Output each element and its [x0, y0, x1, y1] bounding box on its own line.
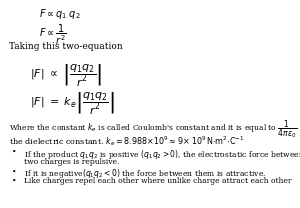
Text: $F \propto \dfrac{1}{r^2}$: $F \propto \dfrac{1}{r^2}$ [39, 22, 67, 47]
Text: the dielectric constant. $k_e = 8.988{\times}10^9 \approx 9{\times}\;10^9\,\math: the dielectric constant. $k_e = 8.988{\t… [9, 134, 244, 148]
Text: $|F|\;\propto\;\left|\dfrac{q_1 q_2}{r^2}\right|$: $|F|\;\propto\;\left|\dfrac{q_1 q_2}{r^2… [30, 62, 102, 88]
Text: $F \propto q_1\; q_2$: $F \propto q_1\; q_2$ [39, 7, 81, 21]
Text: •: • [12, 167, 16, 175]
Text: two charges is repulsive.: two charges is repulsive. [24, 158, 119, 166]
Text: $|F|\;=\;k_e\left|\dfrac{q_1 q_2}{r^2}\right|$: $|F|\;=\;k_e\left|\dfrac{q_1 q_2}{r^2}\r… [30, 90, 115, 116]
Text: Like charges repel each other where unlike charge attract each other: Like charges repel each other where unli… [24, 177, 292, 185]
Text: •: • [12, 177, 16, 185]
Text: •: • [12, 148, 16, 156]
Text: Where the constant $k_e$ is called Coulomb's constant and it is equal to $\dfrac: Where the constant $k_e$ is called Coulo… [9, 119, 300, 140]
Text: If the product $q_1q_2$ is positive $(q_1q_2 > 0)$, the electrostatic force betw: If the product $q_1q_2$ is positive $(q_… [24, 148, 300, 161]
Text: Taking this two-equation: Taking this two-equation [9, 42, 123, 51]
Text: If it is negative$(q_1q_2 < 0)$ the force between them is attractive.: If it is negative$(q_1q_2 < 0)$ the forc… [24, 167, 266, 180]
